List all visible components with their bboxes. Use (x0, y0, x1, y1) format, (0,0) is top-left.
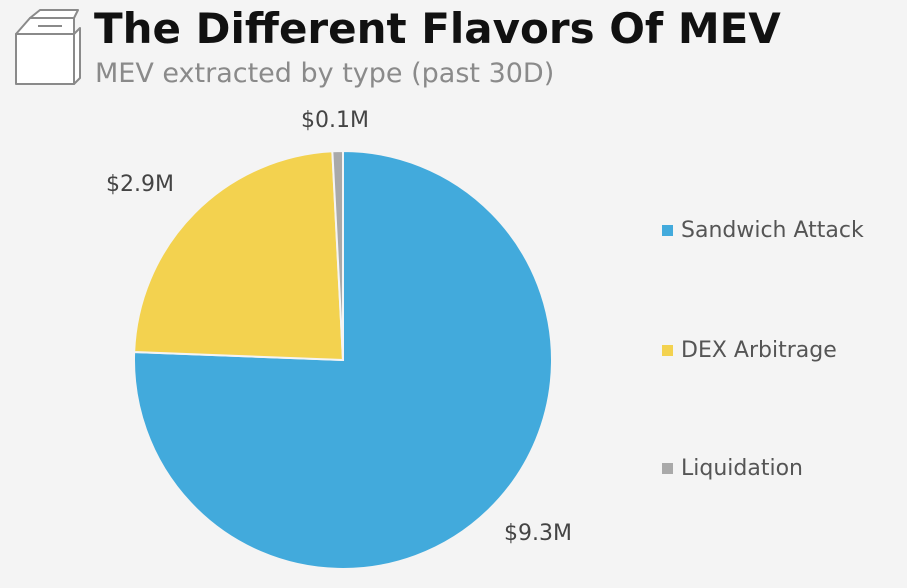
data-label-sandwich-attack: $9.3M (504, 521, 572, 546)
legend-item-dex-arbitrage: DEX Arbitrage (662, 338, 837, 363)
legend-label: Liquidation (681, 456, 803, 481)
pie-slice-dex-arbitrage (133, 150, 345, 362)
legend-label: DEX Arbitrage (681, 338, 837, 363)
legend-item-sandwich-attack: Sandwich Attack (662, 218, 864, 243)
page-title: The Different Flavors Of MEV (94, 4, 781, 53)
pie-slice-sandwich-attack (133, 149, 553, 570)
legend-swatch (662, 463, 673, 474)
legend-item-liquidation: Liquidation (662, 456, 803, 481)
legend-swatch (662, 345, 673, 356)
data-label-liquidation: $0.1M (301, 108, 369, 133)
data-label-dex-arbitrage: $2.9M (106, 172, 174, 197)
legend-swatch (662, 225, 673, 236)
pie-slice-liquidation (331, 149, 344, 361)
legend-label: Sandwich Attack (681, 218, 864, 243)
page-subtitle: MEV extracted by type (past 30D) (95, 58, 555, 89)
milk-carton-icon (15, 9, 81, 85)
